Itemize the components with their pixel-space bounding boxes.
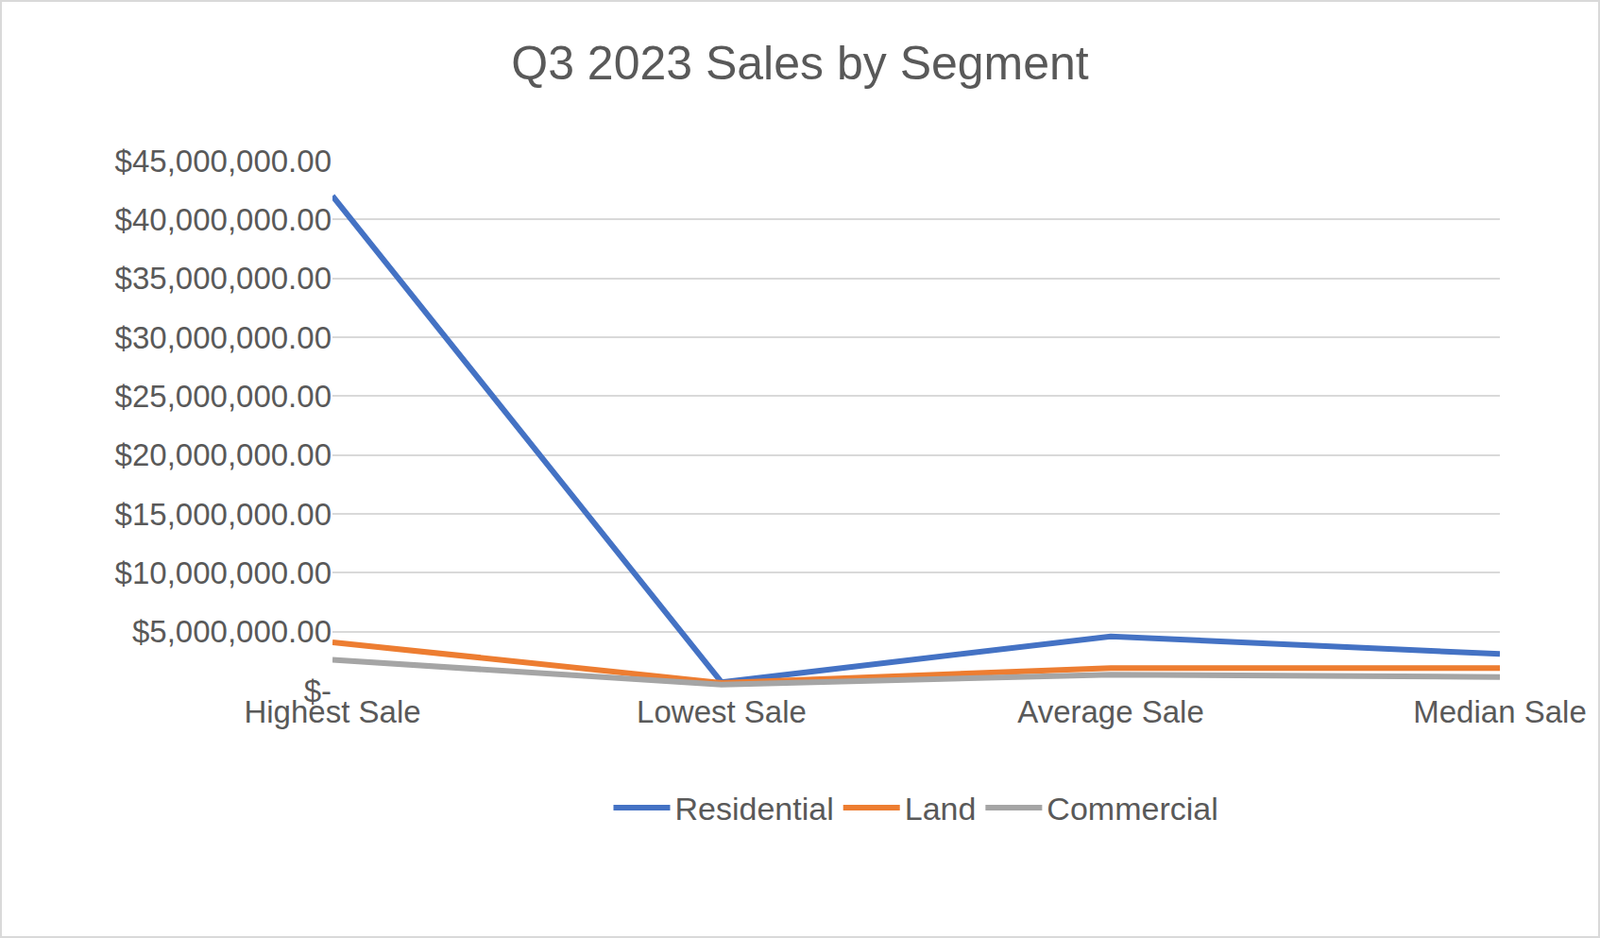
svg-text:$45,000,000.00: $45,000,000.00 <box>115 143 332 179</box>
svg-text:$15,000,000.00: $15,000,000.00 <box>115 496 332 532</box>
svg-text:Q3 2023 Sales by Segment: Q3 2023 Sales by Segment <box>510 36 1090 90</box>
svg-text:$25,000,000.00: $25,000,000.00 <box>115 378 332 414</box>
svg-text:$5,000,000.00: $5,000,000.00 <box>132 613 332 649</box>
svg-text:Highest Sale: Highest Sale <box>243 694 421 730</box>
svg-text:Land: Land <box>904 790 977 827</box>
svg-text:Lowest Sale: Lowest Sale <box>636 694 807 730</box>
svg-text:$30,000,000.00: $30,000,000.00 <box>115 320 332 356</box>
svg-text:Commercial: Commercial <box>1046 790 1218 827</box>
svg-text:Residential: Residential <box>675 790 835 827</box>
svg-text:Median Sale: Median Sale <box>1412 694 1586 730</box>
svg-text:$20,000,000.00: $20,000,000.00 <box>115 437 332 473</box>
svg-text:$40,000,000.00: $40,000,000.00 <box>115 202 332 238</box>
svg-text:$10,000,000.00: $10,000,000.00 <box>115 555 332 591</box>
svg-text:$-: $- <box>304 673 332 709</box>
svg-text:$35,000,000.00: $35,000,000.00 <box>115 260 332 296</box>
svg-text:Average Sale: Average Sale <box>1017 694 1205 730</box>
